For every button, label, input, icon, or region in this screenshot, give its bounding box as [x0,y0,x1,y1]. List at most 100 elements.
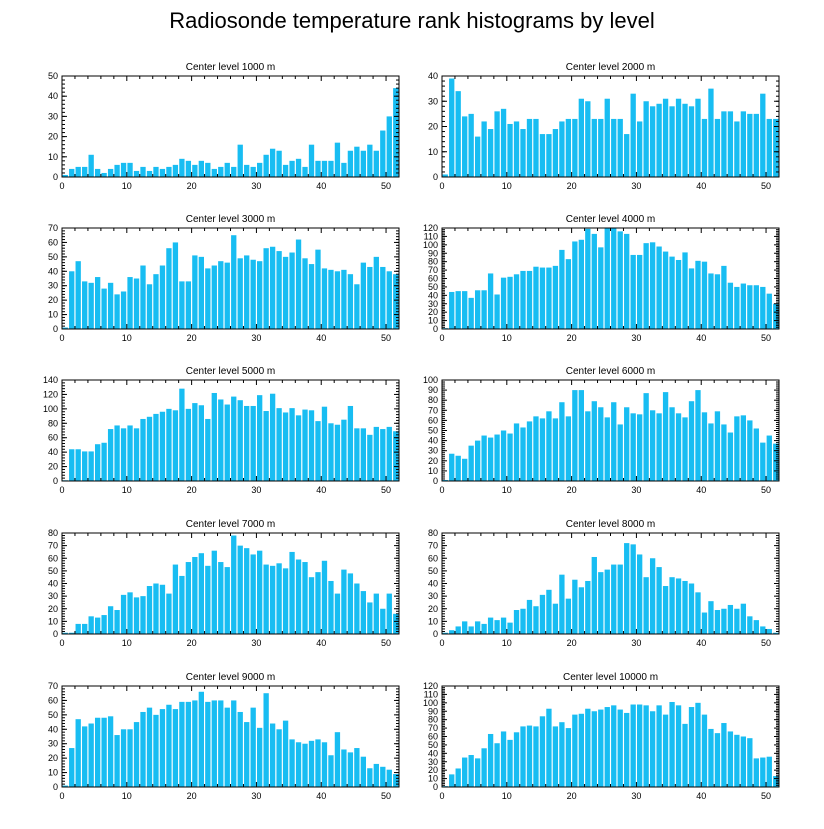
y-tick-label: 60 [48,553,58,563]
y-tick-label: 10 [428,316,438,326]
histogram-bar [533,726,539,787]
histogram-bar [688,707,695,787]
histogram-bar [334,593,341,634]
y-tick-label: 0 [433,172,438,182]
histogram-bar [373,593,379,634]
histogram-bar [244,548,250,634]
histogram-bar [237,400,243,481]
histogram-bar [192,255,198,329]
histogram-bar [386,769,392,787]
histogram-bar [302,562,308,634]
histogram-bar [321,560,328,634]
histogram-bar [708,423,714,481]
histogram-bar [198,405,204,481]
histogram-bar [231,166,237,177]
histogram-bar [120,291,127,329]
histogram-bar [630,93,636,177]
histogram-bar [295,239,302,329]
histogram-bar [62,174,68,177]
panel-title: Center level 1000 m [186,62,276,73]
y-tick-label: 80 [428,257,438,267]
histogram-bar [69,168,75,177]
histogram-bar [474,136,481,177]
histogram-bar [69,632,75,634]
histogram-bar [449,291,455,329]
histogram-bar [146,586,153,634]
x-tick-label: 30 [251,791,261,801]
histogram-bar [643,577,649,634]
histogram-bar [617,709,623,787]
histogram-bar [185,160,192,177]
histogram-bar [695,98,701,177]
histogram-bar [257,261,263,329]
histogram-bar [393,431,399,481]
y-tick-label: 30 [48,111,58,121]
histogram-bar [455,768,461,787]
histogram-bar [321,406,328,481]
x-tick-label: 40 [316,485,326,495]
x-tick-label: 40 [316,638,326,648]
y-tick-label: 50 [48,566,58,576]
y-tick-label: 30 [48,591,58,601]
x-tick-label: 50 [381,485,391,495]
histogram-bar [224,262,230,329]
histogram-bar [760,93,766,177]
histogram-bar [107,168,114,177]
histogram-bar [760,757,766,787]
histogram-bar [88,154,94,177]
histogram-bar [727,432,734,481]
y-tick-label: 100 [423,698,438,708]
y-tick-label: 10 [48,310,58,320]
histogram-bar [250,405,256,481]
y-tick-label: 100 [423,240,438,250]
histogram-bar [727,731,734,787]
histogram-panel: Center level 7000 m 0 10 20 30 40 50 0 10 20 30 40 5… [48,519,400,648]
histogram-bar [380,608,386,634]
histogram-bar [367,602,373,634]
histogram-bar [526,421,533,481]
x-tick-label: 30 [631,638,641,648]
histogram-bar [539,594,546,634]
histogram-bar [624,233,630,329]
x-tick-label: 30 [631,181,641,191]
histogram-bar [393,774,399,787]
histogram-bar [282,720,289,787]
histogram-bar [611,564,617,634]
histogram-bar [153,166,159,177]
histogram-bar [127,729,133,787]
y-tick-label: 110 [424,689,438,699]
histogram-bar [760,626,766,634]
histogram-bar [198,160,204,177]
histogram-bar [237,144,243,177]
histogram-bar [539,267,546,329]
histogram-bar [598,709,604,787]
y-tick-label: 50 [48,710,58,720]
histogram-bar [224,707,230,787]
histogram-bar [611,402,617,481]
histogram-bar [474,290,481,329]
histogram-bar [237,258,243,329]
histogram-bar [133,428,140,481]
y-tick-label: 70 [48,223,58,233]
histogram-bar [211,168,217,177]
histogram-bar [637,704,643,787]
histogram-bar [526,118,533,177]
y-tick-label: 80 [48,418,58,428]
histogram-panel: Center level 10000 m0 10 20 30 40 50010203040… [423,672,780,801]
histogram-bar [766,293,772,329]
histogram-bar [533,606,539,634]
histogram-bar [354,428,360,481]
histogram-bar [669,106,675,177]
histogram-bar [708,728,714,787]
histogram-bar [75,623,81,634]
x-tick-label: 10 [502,791,512,801]
histogram-bar [69,449,75,481]
histogram-bar [321,742,328,787]
histogram-bar [468,755,474,787]
histogram-bar [507,433,513,481]
histogram-bar [630,544,636,634]
histogram-bar [231,535,237,634]
histogram-bar [637,414,643,481]
x-tick-label: 0 [439,181,444,191]
x-tick-label: 50 [761,333,771,343]
